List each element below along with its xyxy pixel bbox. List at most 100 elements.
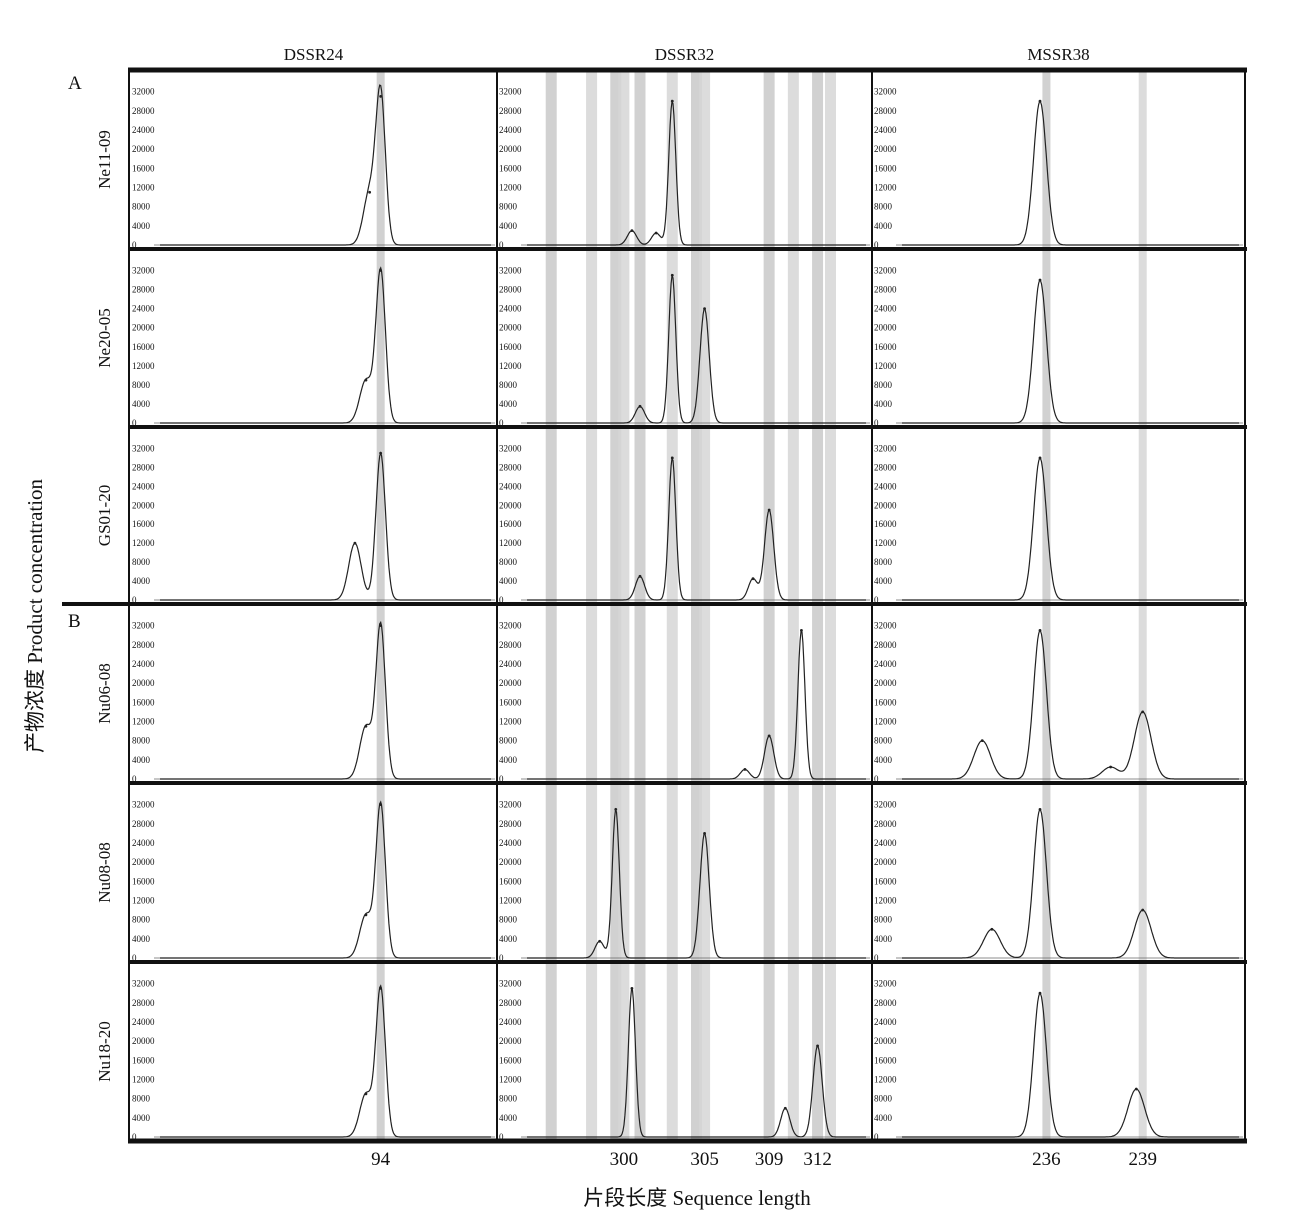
y-tick-label: 32000 (874, 87, 897, 97)
y-tick-label: 20000 (499, 144, 522, 154)
bin-bar (586, 606, 598, 781)
peak-point (783, 1106, 787, 1110)
bin-bar (634, 72, 646, 247)
bin-bar (812, 429, 824, 602)
trace-line (160, 84, 491, 246)
y-tick-label: 12000 (499, 1074, 522, 1084)
x-tick-label: 305 (690, 1149, 719, 1170)
x-tick-label: 239 (1128, 1149, 1157, 1170)
panel-grid: 0400080001200016000200002400028000320000… (132, 72, 1243, 1142)
y-tick-label: 24000 (132, 1017, 155, 1027)
y-tick-label: 16000 (874, 163, 897, 173)
peak-point (630, 986, 634, 990)
peak-point (364, 378, 368, 382)
peak-point (743, 768, 747, 771)
y-tick-label: 4000 (132, 1113, 151, 1123)
y-tick-label: 8000 (874, 202, 893, 212)
peak-point (1038, 991, 1042, 995)
panel-mssr38-4: 0 4000 8000 12000 16000 20000 24000 28000 32000 (874, 785, 1243, 963)
trace-line (527, 273, 866, 424)
peak-point (364, 724, 368, 728)
y-tick-label: 20000 (874, 857, 897, 867)
bin-bar (691, 429, 702, 602)
y-tick-label: 16000 (132, 163, 155, 173)
peak-point (379, 94, 383, 98)
x-tick-labels: 94 300 305 309 312 236 239 (371, 1149, 1157, 1170)
y-tick-label: 12000 (499, 182, 522, 192)
y-tick-label: 8000 (132, 736, 151, 746)
peak-point (379, 451, 383, 455)
y-tick-label: 12000 (499, 538, 522, 548)
peak-point (353, 541, 357, 545)
bin-bar (812, 72, 824, 247)
panel-mssr38-0: 0 4000 8000 12000 16000 20000 24000 28000 32000 (874, 72, 1243, 250)
y-tick-label: 0 (874, 1132, 879, 1142)
x-tick-label: 94 (371, 1149, 391, 1170)
peak-point (703, 831, 706, 835)
bin-bar (610, 964, 622, 1139)
y-tick-label: 16000 (499, 519, 522, 529)
peak-point (364, 1092, 368, 1096)
y-tick-label: 32000 (132, 800, 155, 810)
y-tick-label: 16000 (132, 697, 155, 707)
bin-bar (787, 429, 799, 602)
y-tick-label: 12000 (132, 716, 155, 726)
bin-bar (634, 251, 646, 425)
bin-bar (586, 251, 598, 425)
y-tick-label: 0 (132, 240, 137, 250)
trace-line (902, 457, 1239, 601)
y-tick-label: 24000 (132, 304, 155, 314)
y-tick-label: 24000 (499, 481, 522, 491)
trace-line (160, 800, 491, 959)
y-tick-label: 28000 (874, 998, 897, 1008)
bin-bar (545, 72, 557, 247)
y-tick-label: 0 (132, 953, 137, 963)
y-tick-label: 24000 (499, 838, 522, 848)
bin-bar (787, 251, 799, 425)
y-tick-label: 4000 (132, 576, 151, 586)
y-tick-label: 12000 (132, 182, 155, 192)
bin-bar (586, 72, 598, 247)
y-tick-label: 8000 (499, 736, 518, 746)
y-tick-label: 12000 (874, 716, 897, 726)
bin-bar (812, 964, 824, 1139)
y-tick-label: 16000 (874, 519, 897, 529)
panel-dssr24-4: 0 4000 8000 12000 16000 20000 24000 28000 32000 (132, 785, 495, 963)
y-tick-label: 28000 (132, 285, 155, 295)
y-tick-label: 20000 (132, 500, 155, 510)
y-tick-label: 4000 (499, 399, 518, 409)
y-tick-label: 24000 (874, 1017, 897, 1027)
bin-bar (691, 785, 702, 960)
bin-bar (634, 429, 646, 602)
trace-line (902, 992, 1239, 1138)
y-tick-label: 32000 (874, 621, 897, 631)
y-tick-label: 28000 (132, 462, 155, 472)
bin-bar (699, 251, 711, 425)
peak-point (767, 734, 771, 738)
y-tick-label: 20000 (499, 323, 522, 333)
trace-line (902, 100, 1239, 246)
peak-point (614, 807, 618, 811)
bin-bar (787, 72, 799, 247)
y-tick-label: 16000 (132, 519, 155, 529)
trace-line (902, 808, 1239, 959)
y-tick-label: 0 (499, 595, 504, 605)
y-tick-label: 8000 (499, 380, 518, 390)
bin-bar (763, 785, 775, 960)
y-tick-label: 20000 (874, 678, 897, 688)
peak-point (751, 577, 755, 581)
y-tick-label: 16000 (874, 697, 897, 707)
bin-bar (691, 72, 702, 247)
bin-bar (691, 251, 702, 425)
bin-bar (666, 964, 678, 1139)
panel-dssr32-0: 0 4000 8000 12000 16000 20000 24000 28000 32000 (499, 72, 870, 250)
bin-bar (618, 251, 630, 425)
y-tick-label: 24000 (499, 659, 522, 669)
bin-bar (666, 251, 678, 425)
y-tick-label: 24000 (874, 304, 897, 314)
bin-bar (1138, 606, 1147, 781)
bin-bar (824, 606, 836, 781)
y-tick-label: 4000 (874, 221, 893, 231)
y-tick-label: 12000 (499, 716, 522, 726)
